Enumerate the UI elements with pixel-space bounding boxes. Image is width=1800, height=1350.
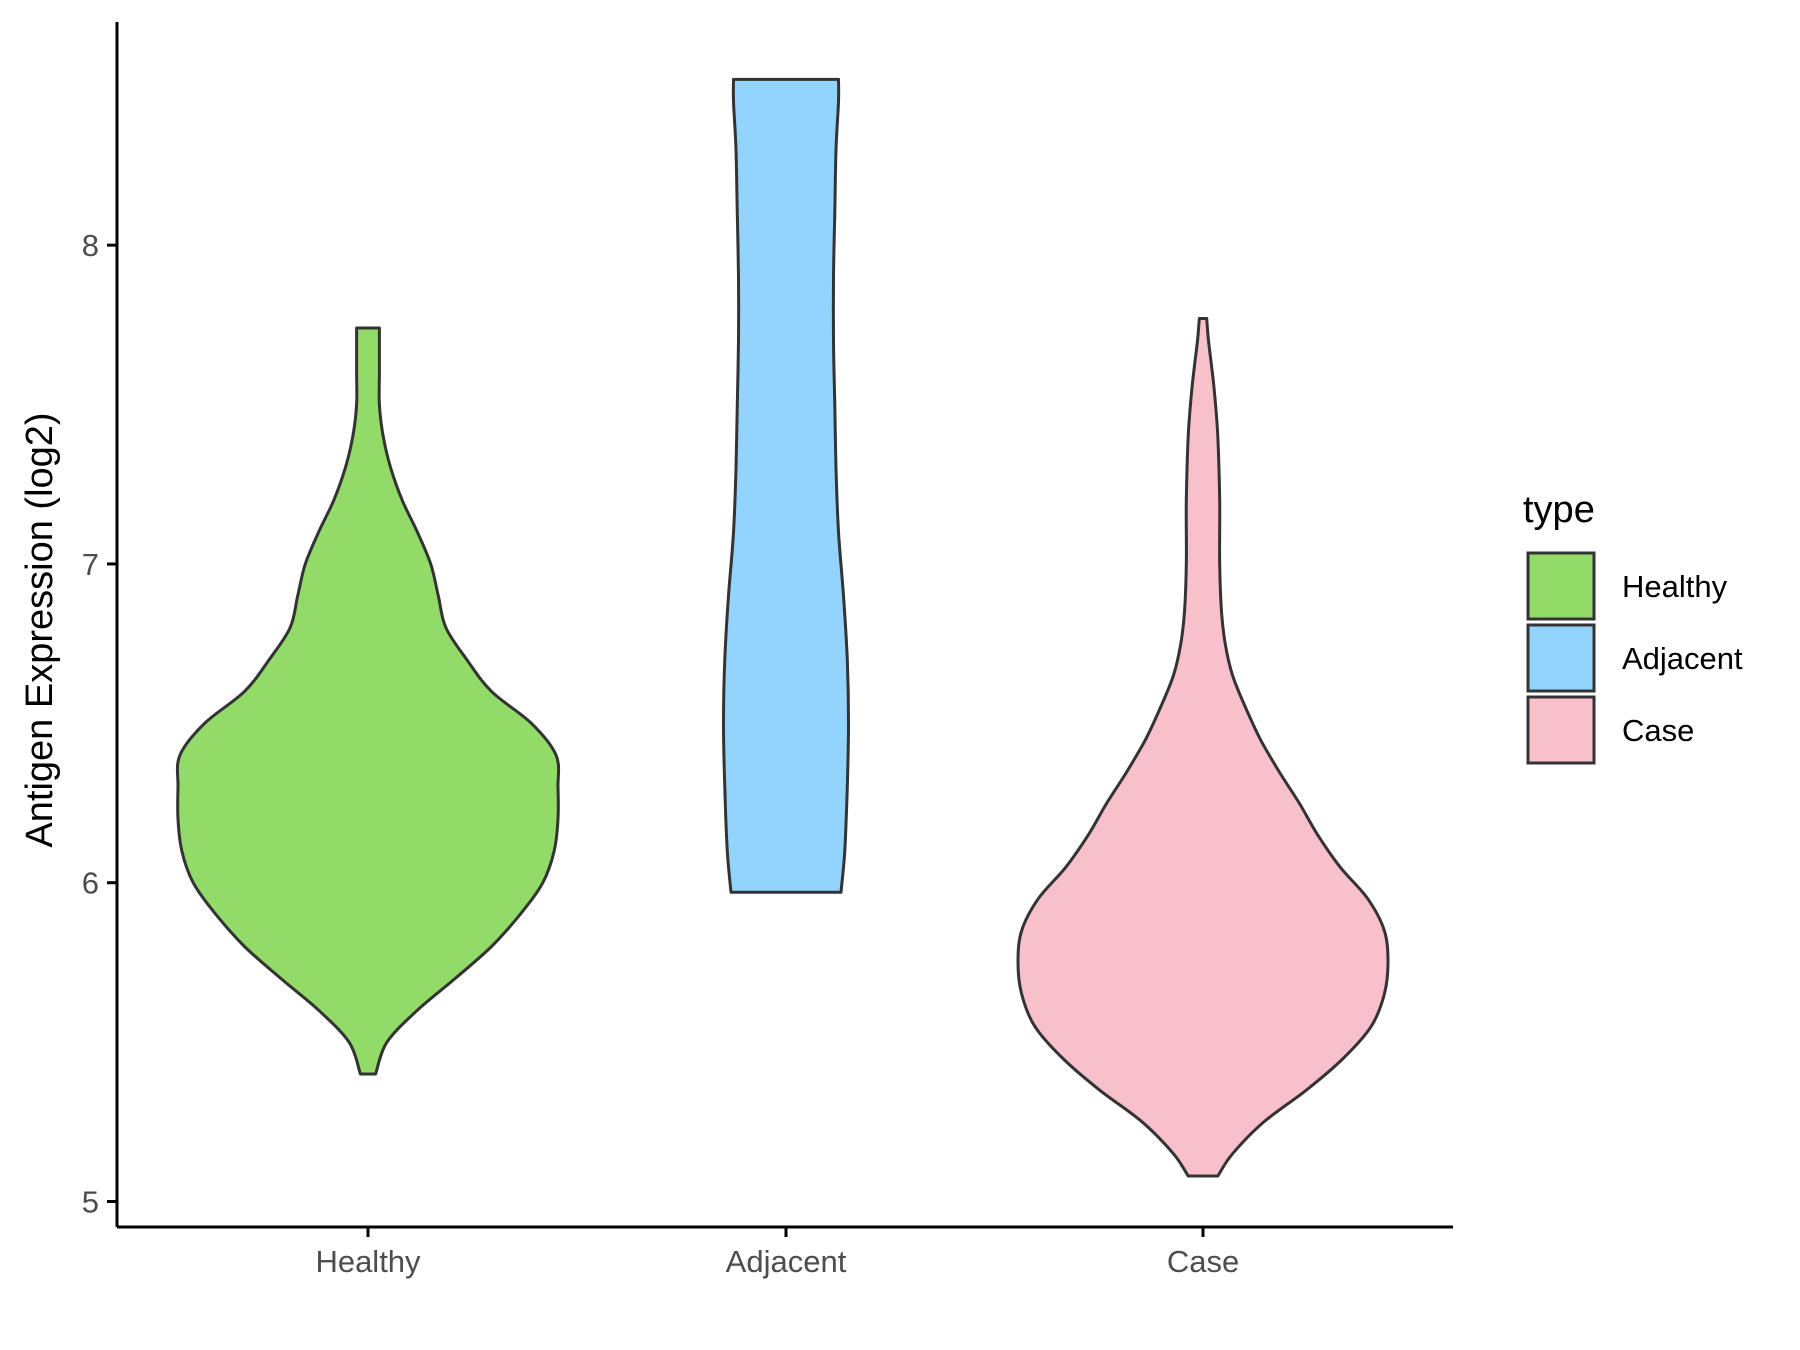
y-tick-label-7: 7 (82, 547, 99, 582)
violin-healthy (175, 326, 561, 1076)
violin-case (1016, 317, 1390, 1178)
x-tick-label-adjacent: Adjacent (726, 1244, 847, 1279)
violin-adjacent (722, 77, 850, 894)
legend-label-adjacent: Adjacent (1622, 641, 1743, 676)
y-tick-label-5: 5 (82, 1184, 99, 1219)
legend-key-healthy (1526, 551, 1596, 621)
legend-key-case (1526, 695, 1596, 765)
y-tick-label-6: 6 (82, 866, 99, 901)
legend: type Healthy Adjacent Case (1523, 489, 1743, 765)
x-tick-label-healthy: Healthy (315, 1244, 421, 1279)
legend-label-healthy: Healthy (1622, 569, 1728, 604)
legend-title: type (1523, 489, 1595, 531)
legend-key-adjacent (1526, 623, 1596, 693)
x-tick-label-case: Case (1167, 1244, 1239, 1279)
legend-label-case: Case (1622, 713, 1694, 748)
plot-area: 5 6 7 8 Healthy Adjacent Case (82, 22, 1453, 1279)
y-tick-label-8: 8 (82, 228, 99, 263)
y-axis-title: Antigen Expression (log2) (19, 412, 61, 847)
